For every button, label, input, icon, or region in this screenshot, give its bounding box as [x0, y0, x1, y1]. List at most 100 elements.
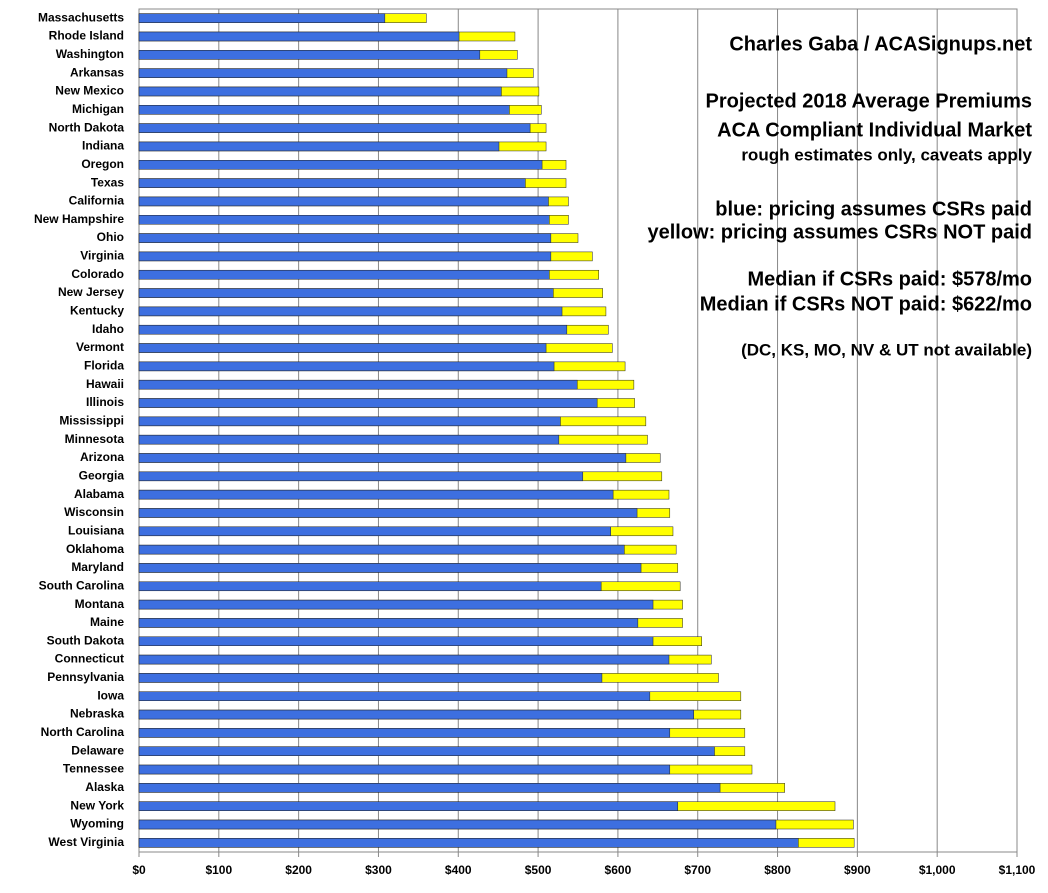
y-tick-label: Delaware — [71, 743, 124, 757]
bar — [138, 324, 568, 335]
y-tick-label: Idaho — [92, 322, 124, 336]
y-tick-label: Texas — [91, 175, 124, 189]
bar — [138, 526, 611, 537]
x-tick-label: $100 — [205, 863, 232, 877]
x-tick-label: $300 — [365, 863, 392, 877]
y-tick-label: Maine — [90, 615, 124, 629]
y-tick-label: Indiana — [82, 139, 124, 153]
bar — [138, 563, 642, 573]
bar — [138, 471, 584, 482]
bar — [138, 13, 386, 23]
y-tick-label: Connecticut — [55, 652, 124, 666]
y-tick-label: South Carolina — [39, 578, 125, 592]
bar — [138, 434, 560, 445]
bar — [138, 196, 549, 207]
y-tick-label: West Virginia — [48, 835, 124, 849]
y-tick-label: Arizona — [80, 450, 124, 464]
y-tick-label: New Jersey — [58, 285, 124, 299]
y-tick-label: South Dakota — [47, 633, 125, 647]
y-tick-label: North Dakota — [49, 120, 125, 134]
bar — [138, 709, 694, 720]
y-tick-label: Alaska — [85, 780, 124, 794]
bar — [138, 160, 543, 170]
x-tick-label: $1,100 — [999, 863, 1036, 877]
annotation: (DC, KS, MO, NV & UT not available) — [741, 340, 1032, 359]
bar — [138, 215, 550, 225]
bar — [138, 251, 552, 262]
bar — [138, 123, 531, 133]
bar — [138, 489, 614, 500]
y-tick-label: Nebraska — [70, 707, 124, 721]
annotation: Median if CSRs NOT paid: $622/mo — [700, 293, 1032, 315]
bar — [138, 398, 598, 408]
annotation: yellow: pricing assumes CSRs NOT paid — [647, 221, 1032, 243]
bar — [138, 636, 654, 646]
y-tick-label: Wisconsin — [64, 505, 124, 519]
x-tick-label: $900 — [844, 863, 871, 877]
bar — [138, 178, 526, 188]
x-tick-label: $400 — [445, 863, 472, 877]
y-tick-label: Iowa — [97, 688, 124, 702]
bar — [138, 453, 627, 463]
y-tick-label: Virginia — [80, 249, 124, 263]
y-tick-label: Maryland — [71, 560, 124, 574]
x-tick-label: $0 — [132, 863, 146, 877]
y-tick-label: Georgia — [79, 468, 125, 482]
y-tick-label: Tennessee — [63, 762, 124, 776]
bar — [138, 801, 679, 811]
y-tick-label: Florida — [84, 359, 124, 373]
y-tick-label: Massachusetts — [38, 10, 124, 24]
x-tick-label: $1,000 — [919, 863, 956, 877]
bar — [138, 783, 721, 793]
y-tick-label: Arkansas — [70, 65, 124, 79]
x-tick-label: $600 — [605, 863, 632, 877]
y-tick-label: Alabama — [74, 487, 124, 501]
bar — [138, 838, 799, 848]
bar — [138, 673, 603, 683]
bar — [138, 618, 639, 628]
bar — [138, 343, 547, 353]
y-tick-label: California — [69, 194, 125, 208]
y-tick-label: Louisiana — [68, 523, 124, 537]
bar — [138, 105, 510, 115]
y-tick-label: Oklahoma — [66, 542, 124, 556]
x-tick-label: $800 — [764, 863, 791, 877]
x-tick-label: $700 — [684, 863, 711, 877]
bar — [138, 599, 654, 610]
x-tick-label: $200 — [285, 863, 312, 877]
bar — [138, 416, 561, 427]
bar — [138, 819, 777, 830]
bar — [138, 361, 555, 372]
y-tick-label: Hawaii — [86, 377, 124, 391]
bar — [138, 581, 602, 592]
y-tick-label: Illinois — [86, 395, 124, 409]
bar — [138, 233, 552, 243]
y-tick-label: New Mexico — [55, 84, 124, 98]
bar — [138, 269, 550, 280]
bar — [138, 68, 508, 78]
bar — [138, 691, 651, 701]
y-tick-label: North Carolina — [41, 725, 125, 739]
annotation: Charles Gaba / ACASignups.net — [729, 33, 1032, 55]
x-tick-label: $500 — [525, 863, 552, 877]
bar — [138, 86, 502, 97]
bar — [138, 306, 563, 317]
y-tick-label: Ohio — [97, 230, 124, 244]
y-tick-label: Rhode Island — [49, 29, 124, 43]
annotation: blue: pricing assumes CSRs paid — [715, 198, 1032, 220]
y-tick-label: Washington — [56, 47, 124, 61]
y-tick-label: Colorado — [71, 267, 124, 281]
bar — [138, 50, 481, 60]
bar — [138, 141, 500, 152]
y-tick-label: Michigan — [72, 102, 124, 116]
y-tick-label: Vermont — [76, 340, 124, 354]
bar — [138, 746, 715, 756]
y-tick-label: Minnesota — [65, 432, 125, 446]
y-tick-label: New York — [70, 798, 124, 812]
y-tick-label: Oregon — [81, 157, 124, 171]
y-tick-label: New Hampshire — [34, 212, 124, 226]
bar — [138, 31, 460, 42]
bar — [138, 544, 625, 555]
y-tick-label: Montana — [75, 597, 125, 611]
